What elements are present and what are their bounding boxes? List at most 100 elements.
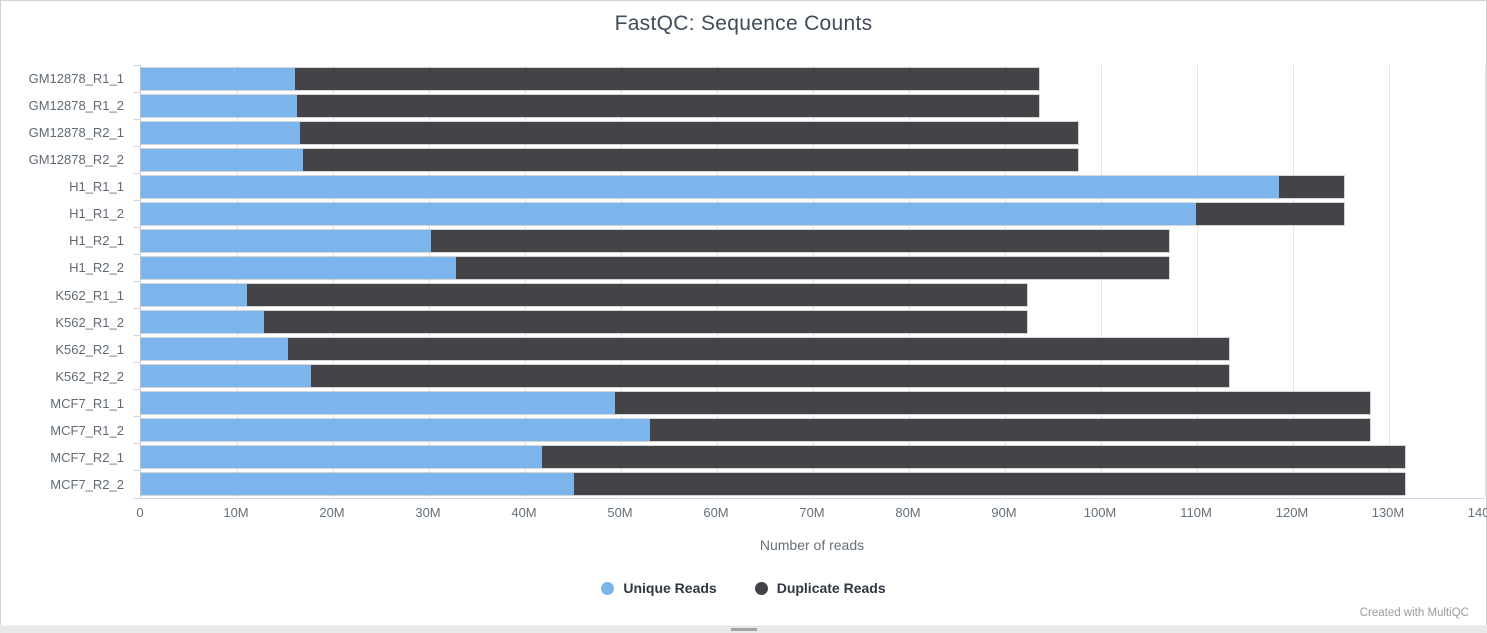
gridline [333,65,334,498]
bar-duplicate-segment[interactable] [310,365,1229,388]
x-axis-tick-labels: 0 10M 20M 30M 40M 50M 60M 70M 80M 90M 100M 110M 120M… [136,505,1487,523]
y-axis-label: GM12878_R1_1 [28,71,124,87]
scrollbar-thumb[interactable] [731,628,757,631]
bar-duplicate-segment[interactable] [246,284,1028,307]
stacked-bar[interactable] [141,121,1078,144]
y-axis-tick [133,199,141,201]
legend-item-unique-reads[interactable]: Unique Reads [601,580,717,596]
bar-duplicate-segment[interactable] [430,229,1170,252]
bar-duplicate-segment[interactable] [287,338,1229,361]
y-axis-label: MCF7_R1_2 [50,422,124,438]
stacked-bar[interactable] [141,392,1370,415]
bar-unique-segment[interactable] [141,256,456,279]
page-title: FastQC: Sequence Counts [614,12,873,35]
bar-duplicate-segment[interactable] [649,419,1370,442]
bar-unique-segment[interactable] [141,365,311,388]
stacked-bar[interactable] [141,284,1028,307]
bar-row [141,146,1485,173]
bar-unique-segment[interactable] [141,94,298,117]
x-axis-tick-label: 50M [607,505,633,520]
bar-unique-segment[interactable] [141,148,304,171]
stacked-bar[interactable] [141,175,1344,198]
x-axis-tick-label: 60M [703,505,729,520]
bar-row [141,390,1485,417]
bar-unique-segment[interactable] [141,392,616,415]
bar-unique-segment[interactable] [141,446,543,469]
stacked-bar[interactable] [141,229,1170,252]
legend-label: Duplicate Reads [776,580,886,596]
multiqc-credit: Created with MultiQC [1359,607,1469,619]
stacked-bar[interactable] [141,446,1406,469]
bar-unique-segment[interactable] [141,473,574,496]
gridline [1293,65,1294,498]
bar-unique-segment[interactable] [141,311,264,334]
gridline [1388,65,1390,498]
bar-duplicate-segment[interactable] [294,67,1039,90]
x-axis-tick-label: 0 [136,505,144,520]
bar-unique-segment[interactable] [141,175,1279,198]
bar-row [141,444,1485,471]
y-axis-tick [133,64,141,66]
stacked-bar[interactable] [141,419,1370,442]
bar-row [141,336,1485,363]
bar-duplicate-segment[interactable] [573,473,1406,496]
stacked-bar[interactable] [141,473,1406,496]
legend-dot-unique-reads [601,581,615,595]
bar-row [141,200,1485,227]
stacked-bar[interactable] [141,202,1344,225]
y-axis-tick [133,443,141,445]
gridline [525,65,526,498]
stacked-bar[interactable] [141,148,1078,171]
bar-row [141,471,1485,498]
bar-row [141,254,1485,281]
y-axis-label: H1_R1_2 [69,206,124,222]
bar-duplicate-segment[interactable] [303,148,1078,171]
y-axis-tick [133,281,141,282]
x-axis-tick-label: 140M [1467,505,1487,520]
bar-duplicate-segment[interactable] [300,121,1078,144]
legend-label: Unique Reads [623,580,717,596]
x-axis-tick-label: 70M [799,505,825,520]
bar-rows [141,65,1485,498]
bar-duplicate-segment[interactable] [542,446,1406,469]
x-axis-tick-label: 20M [319,505,345,520]
bar-unique-segment[interactable] [141,338,288,361]
gridline [237,65,238,498]
bar-unique-segment[interactable] [141,229,431,252]
x-axis-tick-label: 90M [991,505,1017,520]
bar-duplicate-segment[interactable] [1196,202,1344,225]
bar-duplicate-segment[interactable] [297,94,1039,117]
y-axis-tick [133,226,141,228]
bar-row [141,282,1485,309]
bar-unique-segment[interactable] [141,419,650,442]
horizontal-scrollbar[interactable] [0,625,1487,633]
x-axis-tick-label: 130M [1371,505,1405,520]
stacked-bar[interactable] [141,256,1170,279]
stacked-bar[interactable] [141,311,1028,334]
bar-unique-segment[interactable] [141,121,301,144]
gridline [909,65,910,498]
stacked-bar[interactable] [141,67,1039,90]
y-axis-tick [133,118,141,120]
bar-duplicate-segment[interactable] [455,256,1170,279]
y-axis-tick [133,145,141,147]
y-axis-label: K562_R1_1 [55,287,124,303]
y-axis-labels: GM12878_R1_1 GM12878_R1_2 GM12878_R2_1 GM12… [2,65,132,498]
stacked-bar[interactable] [141,338,1229,361]
x-axis-title: Number of reads [759,537,865,553]
y-axis-tick [133,253,141,255]
bar-unique-segment[interactable] [141,67,295,90]
gridline [717,65,718,498]
stacked-bar[interactable] [141,365,1229,388]
legend-item-duplicate-reads[interactable]: Duplicate Reads [754,580,886,596]
stacked-bar[interactable] [141,94,1039,117]
bar-unique-segment[interactable] [141,202,1197,225]
bar-unique-segment[interactable] [141,284,247,307]
bar-duplicate-segment[interactable] [615,392,1370,415]
plot-area [133,64,1486,499]
y-axis-label: GM12878_R2_2 [28,152,124,168]
bar-duplicate-segment[interactable] [263,311,1028,334]
bar-duplicate-segment[interactable] [1278,175,1344,198]
gridline [1485,65,1486,498]
y-axis-tick [133,416,141,418]
